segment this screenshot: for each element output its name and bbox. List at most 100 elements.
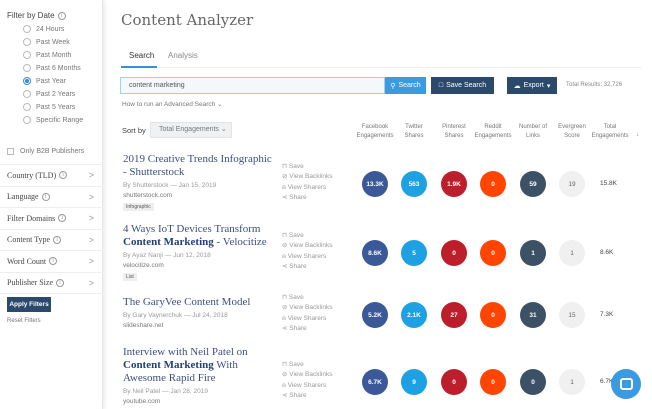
column-header[interactable]: Reddit Engagements — [474, 124, 512, 139]
result-meta: By Neil Patel — Jan 28, 2019 — [123, 388, 208, 395]
link-icon: ⊘ — [282, 371, 290, 379]
filter-section[interactable]: Word Count i > — [0, 250, 103, 271]
export-button[interactable]: ☁ Export ▾ — [507, 77, 557, 94]
date-option-radio[interactable]: Specific Range — [23, 116, 83, 124]
result-domain[interactable]: slideshare.net — [123, 322, 164, 329]
date-option-radio[interactable]: Past 6 Months — [23, 64, 81, 72]
radio-icon[interactable] — [23, 38, 31, 46]
result-actions: ⊓ Save ⊘ View Backlinks ⍝ View Sharers ⋖ Sh… — [282, 231, 333, 272]
evergreen-metric: 1 — [559, 240, 585, 266]
info-icon[interactable]: i — [53, 235, 62, 244]
action-share[interactable]: ⋖ Share — [282, 391, 333, 401]
action-save[interactable]: ⊓ Save — [282, 162, 333, 172]
radio-icon[interactable] — [23, 25, 31, 33]
info-icon[interactable]: i — [49, 257, 58, 265]
date-option-label: Past Month — [36, 51, 72, 59]
apply-filters-button[interactable]: Apply Filters — [7, 297, 51, 312]
result-title[interactable]: 2019 Creative Trends Infographic - Shutt… — [123, 153, 278, 179]
filter-section[interactable]: Filter Domains i > — [0, 207, 103, 228]
action-view-sharers[interactable]: ⍝ View Sharers — [282, 381, 333, 391]
result-title[interactable]: 4 Ways IoT Devices Transform Content Mar… — [123, 223, 278, 249]
action-save[interactable]: ⊓ Save — [282, 360, 333, 370]
column-header[interactable]: Number of Links — [518, 124, 547, 139]
radio-icon[interactable] — [23, 77, 31, 85]
radio-icon[interactable] — [23, 51, 31, 59]
column-header[interactable]: Total Engagements — [591, 124, 629, 139]
sort-select[interactable]: Total Engagements ⌄ — [150, 122, 232, 138]
info-icon[interactable]: i — [56, 278, 64, 287]
date-option-radio[interactable]: Past Year — [23, 77, 66, 85]
date-option-radio[interactable]: Past Month — [23, 51, 71, 59]
date: Jun 12, 2018 — [173, 252, 211, 259]
column-header[interactable]: Evergreen Score — [558, 124, 586, 139]
result-title[interactable]: Interview with Neil Patel on Content Mar… — [123, 346, 278, 385]
date-option-radio[interactable]: Past 2 Years — [23, 90, 75, 98]
chat-button[interactable] — [611, 369, 641, 399]
radio-icon[interactable] — [23, 64, 31, 72]
date: Jan 15, 2019 — [178, 182, 217, 189]
date-option-radio[interactable]: Past Week — [23, 38, 70, 46]
checkbox-icon[interactable] — [7, 148, 14, 155]
date-option-radio[interactable]: 24 Hours — [23, 25, 64, 33]
save-search-button[interactable]: □ Save Search — [431, 77, 494, 94]
action-view-backlinks[interactable]: ⊘ View Backlinks — [282, 303, 333, 313]
action-view-sharers[interactable]: ⍝ View Sharers — [282, 183, 333, 193]
action-view-backlinks[interactable]: ⊘ View Backlinks — [282, 370, 333, 380]
column-header[interactable]: Facebook Engagements — [356, 124, 394, 139]
action-label: Save — [288, 232, 304, 239]
action-save[interactable]: ⊓ Save — [282, 293, 333, 303]
filter-label: Word Count — [7, 256, 47, 266]
info-icon[interactable]: i — [59, 171, 68, 179]
twitter-metric: 563 — [401, 171, 427, 197]
tab-analysis[interactable]: Analysis — [168, 51, 198, 60]
bookmark-icon: ⊓ — [282, 232, 289, 239]
sort-by-label: Sort by — [122, 126, 146, 135]
info-icon[interactable]: i — [41, 192, 50, 201]
action-view-backlinks[interactable]: ⊘ View Backlinks — [282, 241, 333, 251]
action-label: Save — [288, 361, 304, 368]
result-domain[interactable]: shutterstock.com — [123, 192, 173, 199]
action-share[interactable]: ⋖ Share — [282, 262, 333, 272]
date-option-radio[interactable]: Past 5 Years — [23, 103, 75, 111]
info-icon[interactable]: i — [58, 214, 67, 222]
column-header[interactable]: Pinterest Shares — [442, 124, 466, 139]
action-share[interactable]: ⋖ Share — [282, 193, 333, 203]
result-domain[interactable]: velocitize.com — [123, 262, 164, 269]
b2b-checkbox[interactable]: Only B2B Publishers — [7, 148, 84, 155]
reset-filters-link[interactable]: Reset Filters — [7, 318, 41, 324]
sort-arrow-icon[interactable]: ↓ — [636, 132, 639, 138]
result-domain[interactable]: youtube.com — [123, 398, 161, 405]
action-view-sharers[interactable]: ⍝ View Sharers — [282, 314, 333, 324]
radio-icon[interactable] — [23, 103, 31, 111]
radio-icon[interactable] — [23, 116, 31, 124]
search-button[interactable]: ⚲ Search — [385, 77, 426, 94]
result-title[interactable]: The GaryVee Content Model — [123, 296, 278, 309]
info-icon[interactable]: i — [57, 11, 66, 20]
advanced-search-link[interactable]: How to run an Advanced Search ⌄ — [122, 101, 223, 108]
result-meta: By Ayaz Nanji — Jun 12, 2018 — [123, 252, 211, 259]
date-option-label: Past Year — [36, 77, 66, 85]
title-text: Interview with Neil Patel on — [123, 346, 248, 358]
twitter-metric: 5 — [401, 240, 427, 266]
author: By Gary Vaynerchuk — [123, 312, 183, 319]
active-tab-indicator — [121, 66, 157, 68]
action-view-sharers[interactable]: ⍝ View Sharers — [282, 252, 333, 262]
tab-search[interactable]: Search — [129, 51, 155, 60]
filter-section[interactable]: Language i > — [0, 185, 103, 207]
action-view-backlinks[interactable]: ⊘ View Backlinks — [282, 172, 333, 182]
title-text: - Velocitize — [213, 236, 267, 248]
radio-icon[interactable] — [23, 90, 31, 98]
user-icon: ⍝ — [282, 314, 288, 322]
chevron-right-icon: > — [88, 191, 94, 202]
page-title: Content Analyzer — [121, 11, 254, 29]
column-header[interactable]: Twitter Shares — [404, 124, 424, 139]
user-icon: ⍝ — [282, 381, 288, 389]
filter-section[interactable]: Publisher Size i > — [0, 271, 103, 293]
evergreen-metric: 1 — [559, 369, 585, 395]
action-save[interactable]: ⊓ Save — [282, 231, 333, 241]
filter-section[interactable]: Country (TLD) i > — [0, 164, 103, 185]
filter-section[interactable]: Content Type i > — [0, 228, 103, 250]
pinterest-metric: 27 — [441, 302, 467, 328]
search-input[interactable]: content marketing — [120, 77, 385, 94]
action-share[interactable]: ⋖ Share — [282, 324, 333, 334]
